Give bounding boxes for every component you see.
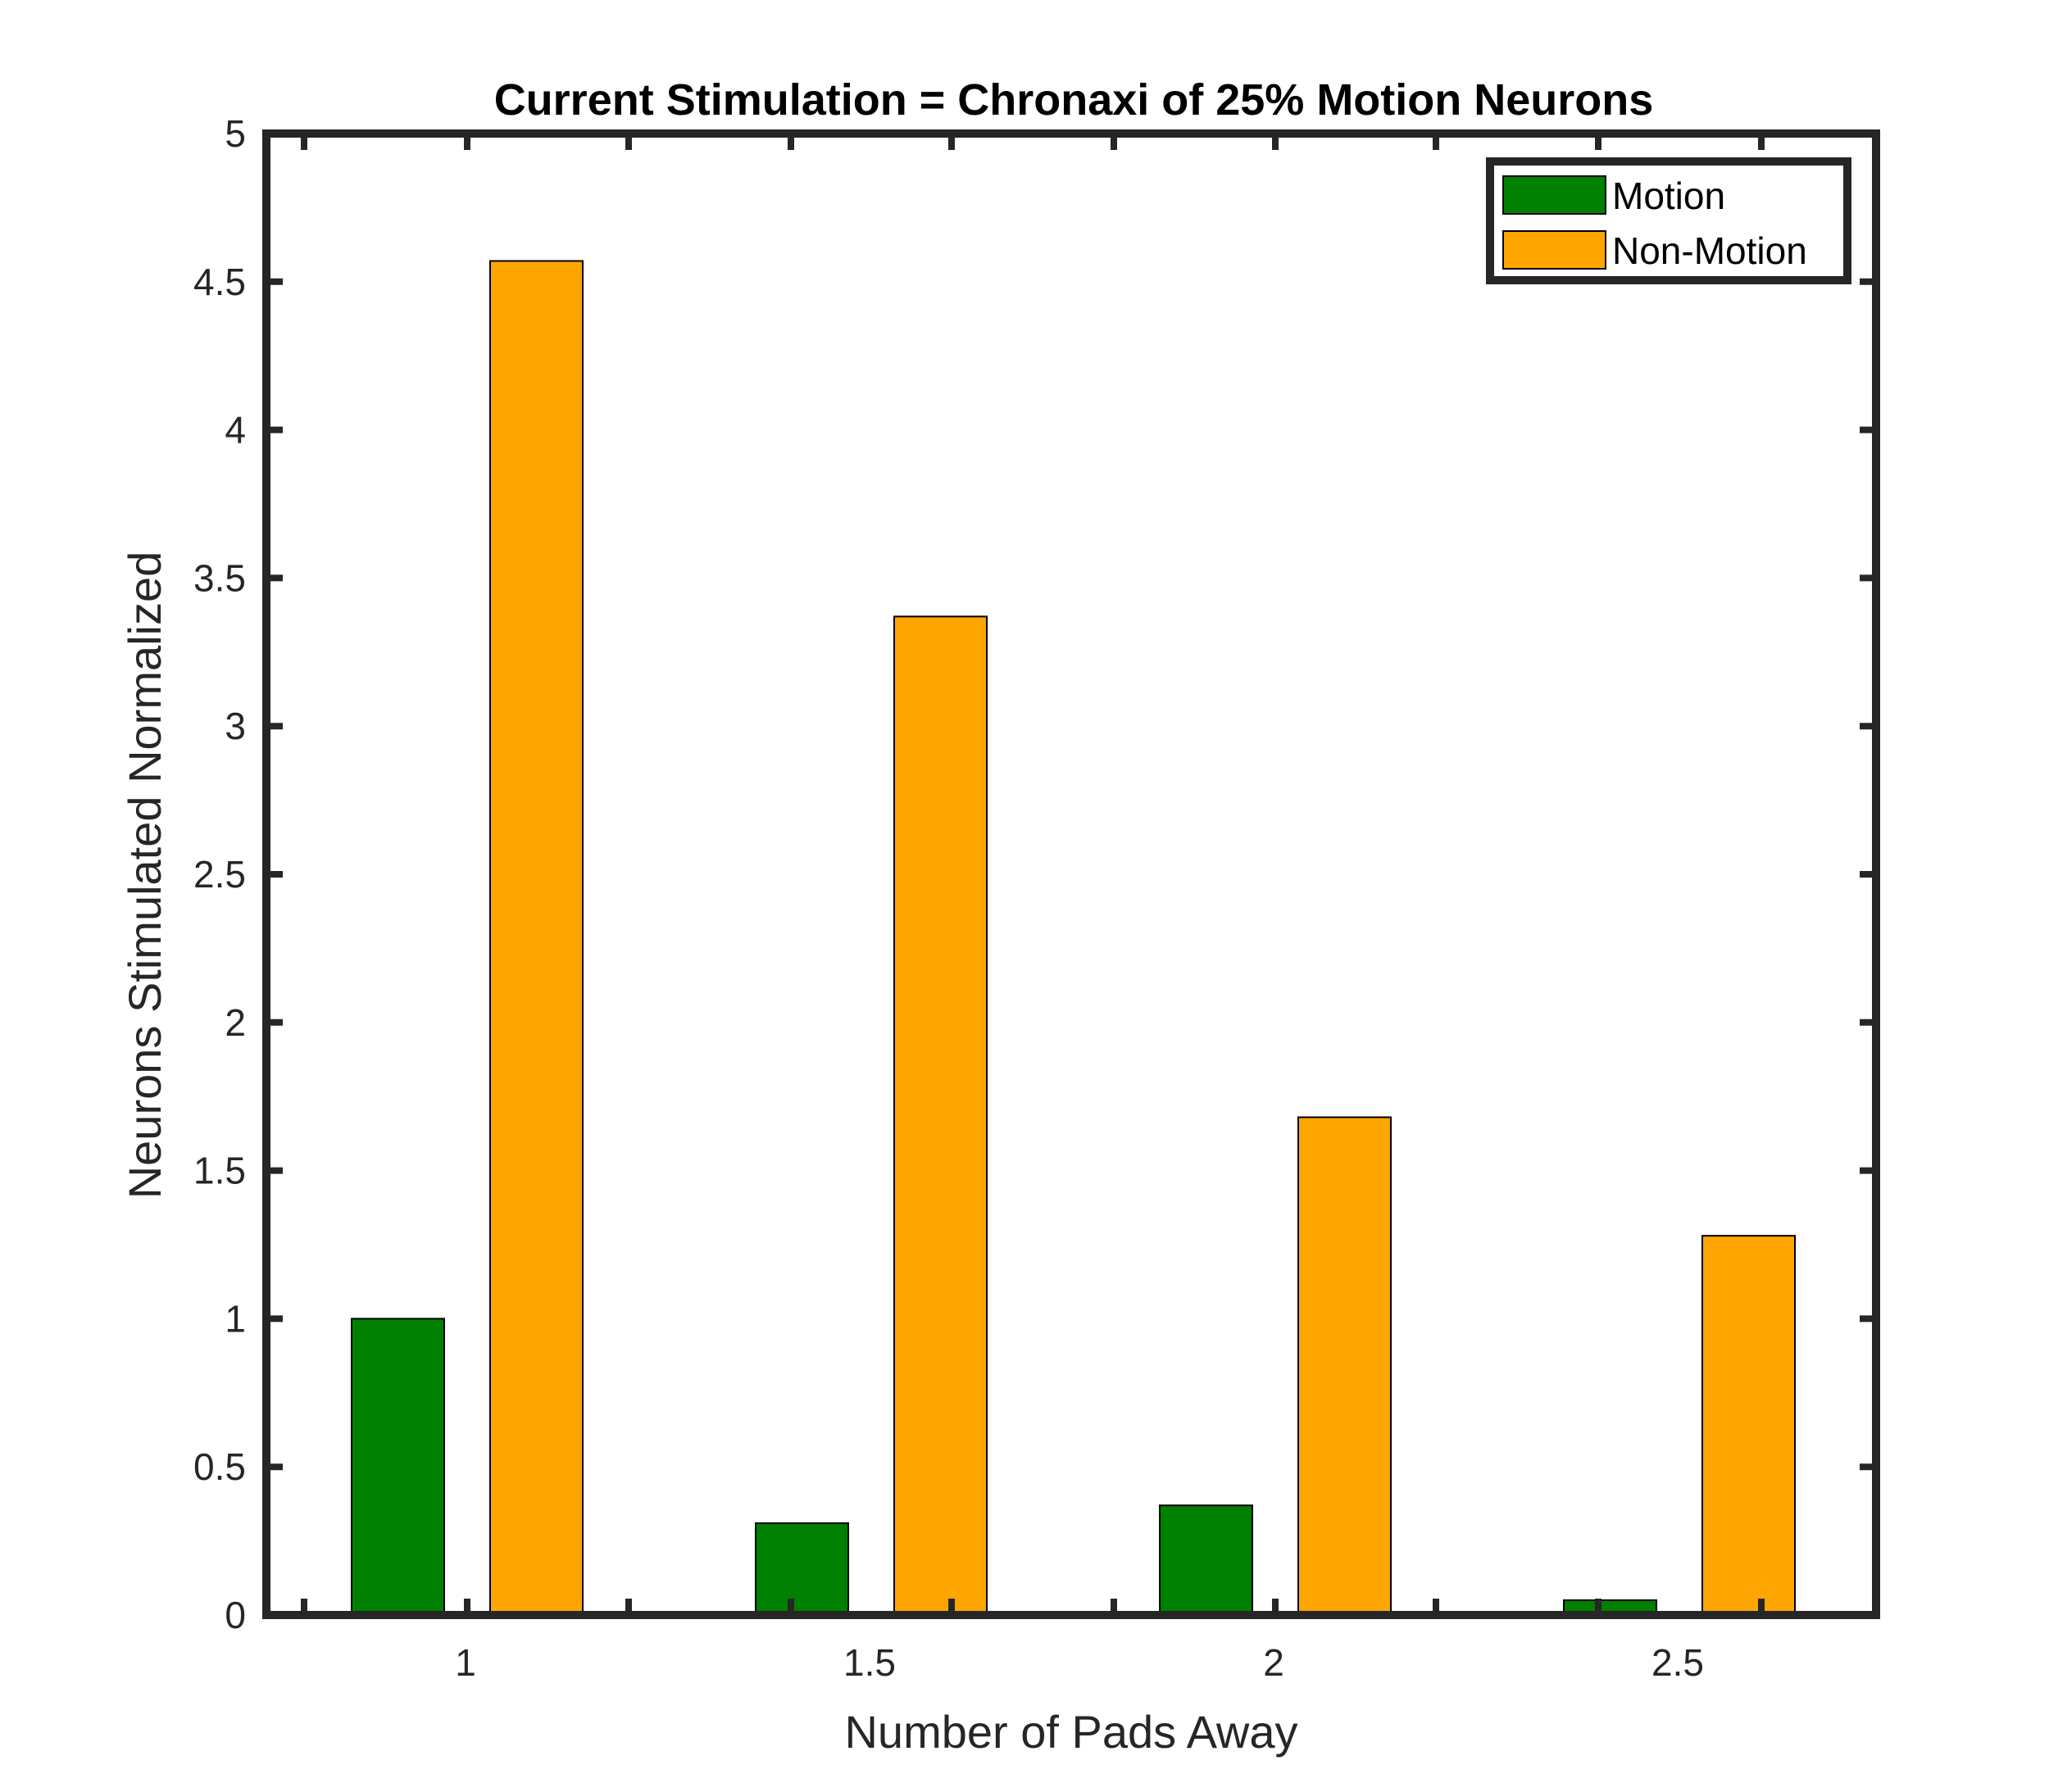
bar-motion-2	[1159, 1504, 1253, 1617]
bar-motion-1	[351, 1318, 445, 1617]
bar-non-motion-2-5	[1701, 1235, 1796, 1616]
y-tick-label: 0.5	[193, 1445, 246, 1488]
bar-non-motion-1-5	[893, 615, 988, 1617]
y-tick-label: 1	[225, 1297, 246, 1340]
x-tick-label: 1.5	[843, 1641, 896, 1684]
y-tick-label: 3	[225, 705, 246, 747]
y-tick-label: 0	[225, 1594, 246, 1636]
bar-motion-1-5	[755, 1522, 849, 1617]
y-tick-label: 4	[225, 409, 246, 451]
x-tick-labels: 1 1.5 2 2.5	[455, 1641, 1704, 1684]
y-tick-labels: 0 0.5 1 1.5 2 2.5 3 3.5 4 4.5 5	[193, 112, 246, 1636]
y-tick-label: 4.5	[193, 261, 246, 303]
y-tick-label: 1.5	[193, 1150, 246, 1192]
legend-label-non-motion: Non-Motion	[1612, 229, 1807, 272]
x-tick-label: 1	[455, 1641, 476, 1684]
y-tick-label: 2	[225, 1001, 246, 1044]
legend-swatch-non-motion	[1502, 230, 1606, 270]
bar-non-motion-2	[1297, 1116, 1392, 1616]
y-tick-label: 5	[225, 112, 246, 155]
y-tick-label: 3.5	[193, 556, 246, 599]
chart-title: Current Stimulation = Chronaxi of 25% Mo…	[494, 75, 1654, 125]
legend: Motion Non-Motion	[1486, 157, 1851, 284]
bars-group	[351, 260, 1796, 1617]
plot-frame	[262, 129, 1880, 1619]
x-tick-label: 2	[1263, 1641, 1284, 1684]
bar-non-motion-1	[489, 260, 584, 1616]
y-tick-label: 2.5	[193, 853, 246, 896]
legend-swatch-motion	[1502, 175, 1606, 215]
x-tick-label: 2.5	[1651, 1641, 1704, 1684]
x-axis-label: Number of Pads Away	[844, 1706, 1297, 1758]
legend-label-motion: Motion	[1612, 175, 1725, 217]
y-axis-label: Neurons Stimulated Normalized	[119, 551, 170, 1200]
